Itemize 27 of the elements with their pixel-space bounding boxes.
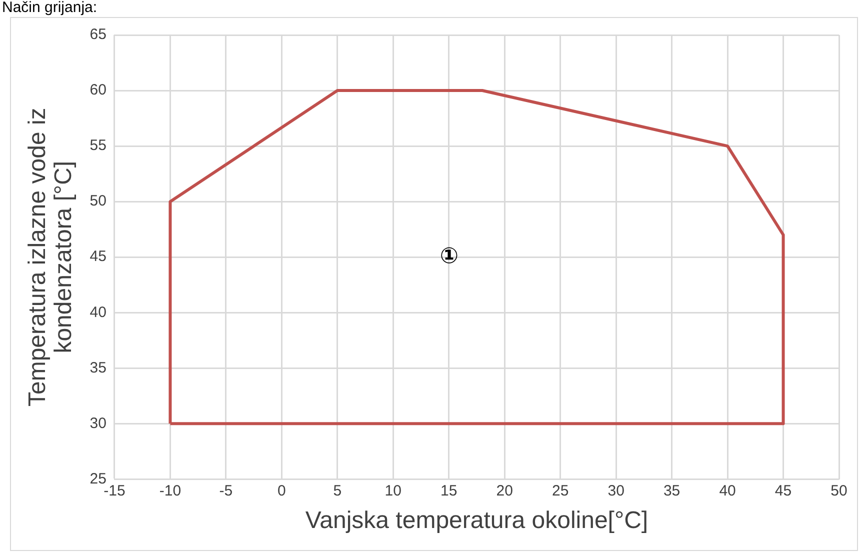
x-tick-label: 50	[830, 482, 848, 500]
x-tick-label: 5	[333, 482, 342, 500]
x-tick-label: 15	[440, 482, 458, 500]
y-tick-label: 25	[90, 470, 106, 488]
chart-title: Način grijanja:	[2, 0, 98, 16]
y-axis-title: Temperatura izlazne vode iz kondenzatora [°C]	[24, 108, 78, 407]
y-tick-label: 55	[90, 137, 106, 154]
x-tick-label: 0	[278, 482, 286, 500]
x-tick-label: 40	[719, 482, 736, 500]
y-tick-label: 35	[90, 359, 106, 376]
y-tick-label: 65	[90, 26, 106, 44]
x-tick-label: 45	[774, 482, 792, 500]
x-tick-label: 30	[608, 482, 624, 500]
x-tick-label: 25	[552, 482, 569, 500]
annotation: ①	[440, 244, 459, 269]
y-tick-label: 40	[90, 304, 106, 321]
x-tick-label: 35	[663, 482, 680, 500]
y-tick-label: 30	[90, 414, 106, 432]
x-tick-label: 20	[496, 482, 513, 500]
x-tick-label: -15	[104, 482, 126, 500]
x-tick-label: -5	[219, 482, 233, 500]
x-tick-label: 10	[384, 482, 402, 500]
y-tick-label: 60	[90, 82, 106, 99]
x-tick-label: -10	[159, 482, 182, 500]
x-axis-title: Vanjska temperatura okoline[°C]	[305, 507, 648, 534]
y-tick-label: 45	[90, 248, 106, 266]
y-tick-label: 50	[90, 192, 106, 210]
